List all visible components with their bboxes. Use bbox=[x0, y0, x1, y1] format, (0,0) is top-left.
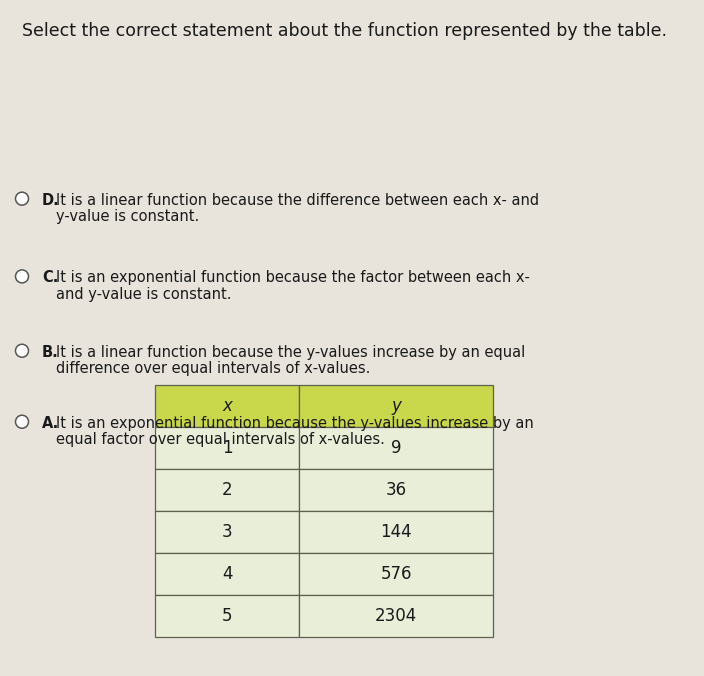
Text: It is an exponential function because the factor between each x-: It is an exponential function because th… bbox=[56, 270, 529, 285]
Text: It is a linear function because the y-values increase by an equal: It is a linear function because the y-va… bbox=[56, 345, 524, 360]
Text: 2: 2 bbox=[222, 481, 232, 499]
Circle shape bbox=[15, 344, 28, 357]
Text: 9: 9 bbox=[391, 439, 401, 457]
Text: 576: 576 bbox=[380, 565, 412, 583]
Text: 4: 4 bbox=[222, 565, 232, 583]
Circle shape bbox=[15, 415, 28, 428]
Text: It is an exponential function because the y-values increase by an: It is an exponential function because th… bbox=[56, 416, 534, 431]
Circle shape bbox=[15, 270, 28, 283]
Bar bbox=[155, 427, 299, 469]
Text: equal factor over equal intervals of x-values.: equal factor over equal intervals of x-v… bbox=[56, 432, 385, 447]
Text: 3: 3 bbox=[222, 523, 232, 541]
Text: 144: 144 bbox=[380, 523, 412, 541]
Text: Select the correct statement about the function represented by the table.: Select the correct statement about the f… bbox=[22, 22, 667, 40]
Bar bbox=[155, 469, 299, 511]
Bar bbox=[155, 511, 299, 553]
Bar bbox=[299, 511, 493, 553]
Bar bbox=[299, 595, 493, 637]
Text: 1: 1 bbox=[222, 439, 232, 457]
Bar bbox=[299, 469, 493, 511]
Text: C.: C. bbox=[42, 270, 58, 285]
Text: A.: A. bbox=[42, 416, 59, 431]
Text: y: y bbox=[391, 397, 401, 415]
Text: B.: B. bbox=[42, 345, 58, 360]
Text: 2304: 2304 bbox=[375, 607, 417, 625]
Bar bbox=[299, 427, 493, 469]
Bar bbox=[299, 553, 493, 595]
Text: y-value is constant.: y-value is constant. bbox=[56, 209, 199, 224]
Text: 5: 5 bbox=[222, 607, 232, 625]
Text: x: x bbox=[222, 397, 232, 415]
Text: difference over equal intervals of x-values.: difference over equal intervals of x-val… bbox=[56, 361, 370, 376]
Circle shape bbox=[15, 192, 28, 205]
Text: D.: D. bbox=[42, 193, 60, 208]
Text: It is a linear function because the difference between each x- and: It is a linear function because the diff… bbox=[56, 193, 539, 208]
Bar bbox=[155, 553, 299, 595]
Bar bbox=[155, 595, 299, 637]
Bar bbox=[299, 385, 493, 427]
Text: 36: 36 bbox=[385, 481, 407, 499]
Bar bbox=[155, 385, 299, 427]
Text: and y-value is constant.: and y-value is constant. bbox=[56, 287, 232, 301]
